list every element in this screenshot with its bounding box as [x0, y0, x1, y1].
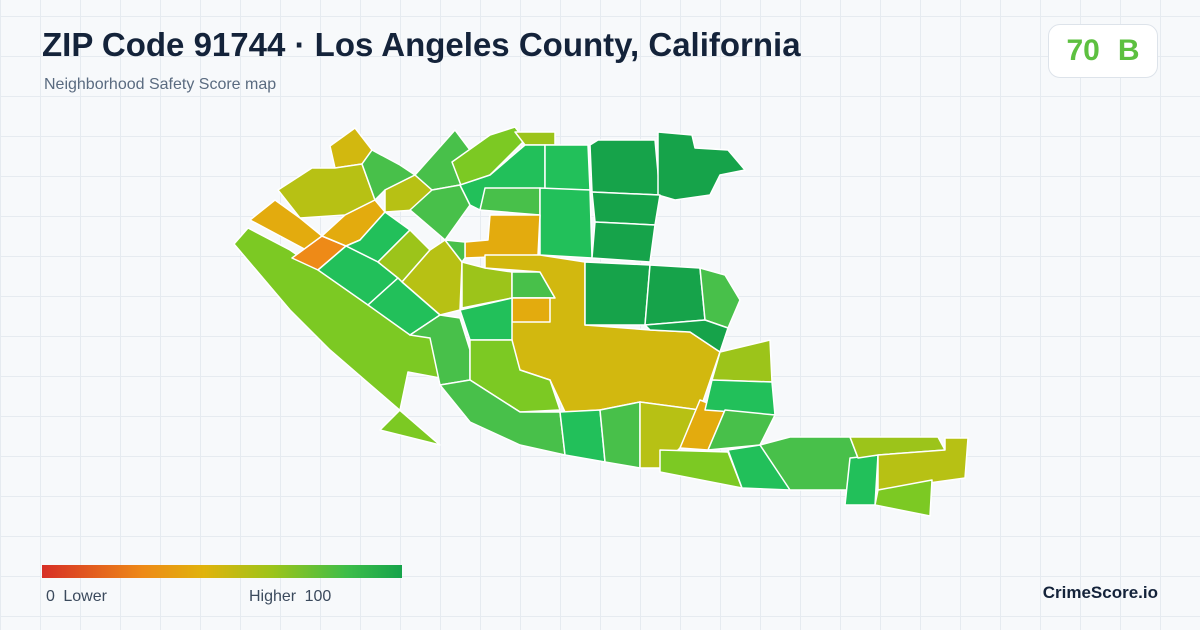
legend-low-label: 0 Lower: [42, 588, 107, 606]
legend-max-label: Higher: [249, 588, 297, 605]
map-region[interactable]: [844, 454, 879, 506]
brand-logo-text: CrimeScore.io: [1042, 583, 1158, 602]
map-region[interactable]: [589, 139, 661, 196]
map-region[interactable]: [644, 264, 706, 326]
map-region[interactable]: [704, 379, 776, 416]
page-subtitle: Neighborhood Safety Score map: [44, 76, 277, 93]
legend-min-label: Lower: [63, 588, 107, 605]
legend-min-value: 0: [46, 588, 55, 605]
map-region[interactable]: [444, 239, 466, 263]
map-region[interactable]: [591, 191, 661, 226]
map-region[interactable]: [511, 297, 551, 323]
legend-color-scale: [42, 565, 402, 578]
safety-grade: B: [1117, 34, 1140, 67]
map-region[interactable]: [367, 277, 441, 336]
map-region[interactable]: [464, 214, 541, 259]
map-region[interactable]: [539, 187, 593, 259]
map-region[interactable]: [479, 187, 541, 216]
legend-high-label: Higher 100: [249, 588, 335, 606]
map-region[interactable]: [591, 221, 656, 263]
map-region[interactable]: [544, 144, 591, 191]
legend-max-value: 100: [304, 588, 332, 605]
map-region[interactable]: [699, 267, 741, 329]
map-region[interactable]: [599, 401, 641, 469]
map-region[interactable]: [584, 261, 651, 326]
map-region[interactable]: [559, 409, 606, 463]
page-title: ZIP Code 91744 · Los Angeles County, Cal…: [42, 26, 801, 63]
map-region[interactable]: [249, 199, 323, 253]
map-region[interactable]: [657, 131, 746, 201]
map-region[interactable]: [874, 479, 933, 517]
safety-score-value: 70: [1066, 34, 1100, 67]
score-badge: 70 B: [1048, 24, 1158, 78]
